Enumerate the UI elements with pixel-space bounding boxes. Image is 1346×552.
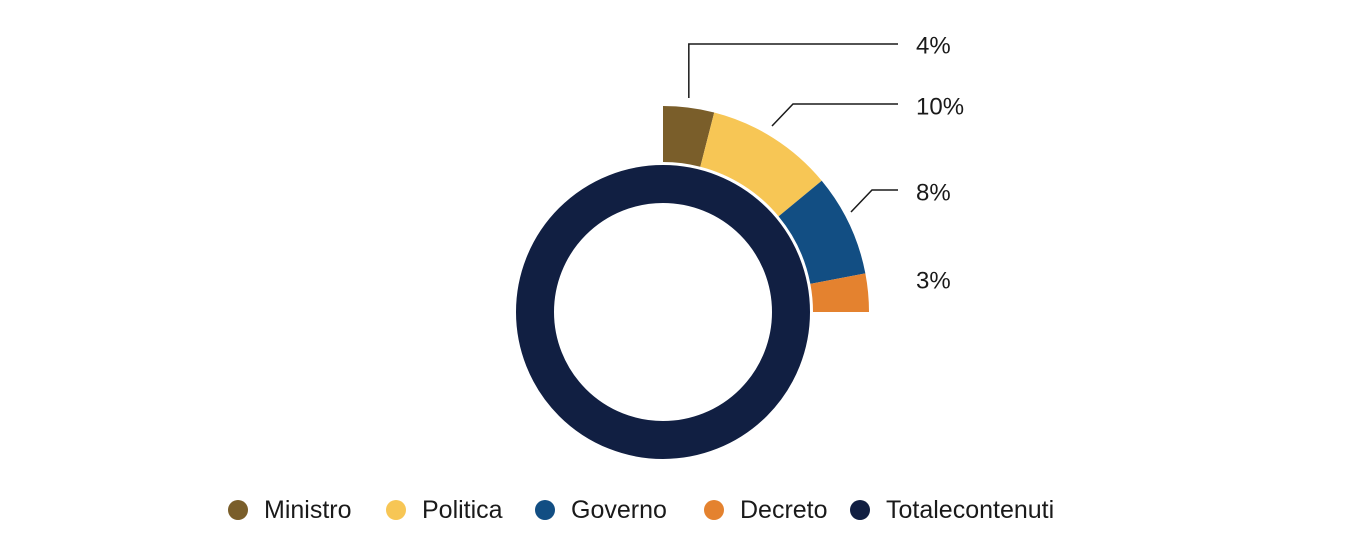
data-label-politica: 10% xyxy=(916,93,964,120)
legend-item-decreto: Decreto xyxy=(704,490,828,530)
legend-item-totalecontenuti: Totalecontenuti xyxy=(850,490,1054,530)
data-label-decreto: 3% xyxy=(916,267,951,294)
legend-swatch xyxy=(704,500,724,520)
legend-label: Decreto xyxy=(740,495,828,524)
data-label-ministro: 4% xyxy=(916,32,951,59)
legend-swatch xyxy=(850,500,870,520)
leader-line-governo xyxy=(850,189,898,213)
legend-item-governo: Governo xyxy=(535,490,667,530)
leader-line-ministro xyxy=(688,43,898,98)
leader-line-politica xyxy=(771,103,898,127)
data-label-governo: 8% xyxy=(916,179,951,206)
legend-swatch xyxy=(228,500,248,520)
segment-decreto xyxy=(810,273,869,312)
segment-governo xyxy=(778,180,866,284)
donut-chart: 4% 10% 8% 3% xyxy=(516,32,964,459)
legend-label: Governo xyxy=(571,495,667,524)
legend-swatch xyxy=(535,500,555,520)
segment-politica xyxy=(700,112,822,217)
legend-item-politica: Politica xyxy=(386,490,503,530)
legend-label: Politica xyxy=(422,495,503,524)
legend-item-ministro: Ministro xyxy=(228,490,352,530)
chart-legend: Ministro Politica Governo Decreto Totale… xyxy=(0,490,1346,530)
legend-label: Ministro xyxy=(264,495,352,524)
segment-ministro xyxy=(663,106,715,167)
legend-label: Totalecontenuti xyxy=(886,495,1055,524)
legend-swatch xyxy=(386,500,406,520)
total-ring xyxy=(516,165,810,459)
